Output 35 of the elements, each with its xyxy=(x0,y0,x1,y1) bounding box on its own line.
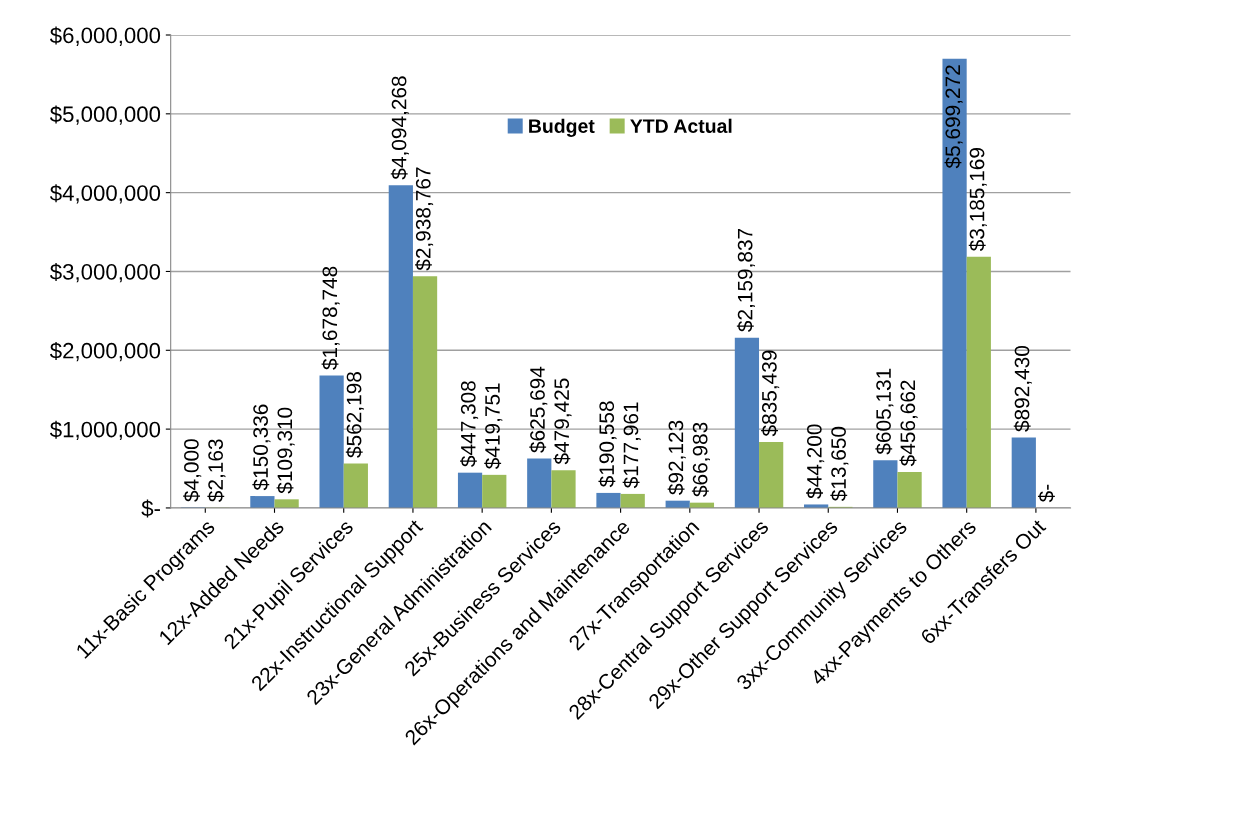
data-label: $13,650 xyxy=(830,426,849,502)
data-label: $625,694 xyxy=(529,366,548,453)
data-label: $3,185,169 xyxy=(968,148,987,252)
y-tick-label: $2,000,000 xyxy=(49,341,161,362)
data-label: $- xyxy=(1037,484,1055,503)
data-label: $2,159,837 xyxy=(736,228,755,332)
data-label: $150,336 xyxy=(252,404,271,491)
data-label: $190,558 xyxy=(598,401,617,488)
data-label: $2,938,767 xyxy=(415,167,434,271)
y-tick-label: $4,000,000 xyxy=(49,184,161,204)
data-label: $44,200 xyxy=(806,424,825,499)
y-tick-label: $3,000,000 xyxy=(49,263,161,283)
data-label: $4,000 xyxy=(183,439,202,502)
y-tick-label: $1,000,000 xyxy=(49,420,161,441)
data-label: $66,983 xyxy=(691,422,710,497)
data-label: $892,430 xyxy=(1013,345,1032,432)
data-label: $109,310 xyxy=(276,407,295,494)
data-label: $177,961 xyxy=(622,402,641,489)
data-label: $419,751 xyxy=(484,383,503,470)
data-label: $92,123 xyxy=(667,420,686,495)
y-tick-label: $6,000,000 xyxy=(49,26,161,46)
legend-label: Budget xyxy=(529,118,595,137)
y-tick-label: $- xyxy=(141,499,160,518)
data-label: $1,678,748 xyxy=(321,266,340,370)
data-label: $2,163 xyxy=(207,439,226,502)
data-label: $605,131 xyxy=(875,368,894,455)
data-label: $4,094,268 xyxy=(390,76,409,180)
y-tick-label: $5,000,000 xyxy=(49,105,161,125)
data-label: $447,308 xyxy=(460,381,479,467)
data-label: $835,439 xyxy=(761,350,780,437)
data-label: $562,198 xyxy=(345,372,364,458)
data-label: $479,425 xyxy=(553,378,572,465)
legend-label: YTD Actual xyxy=(630,118,732,133)
data-label: $5,699,272 xyxy=(944,65,963,169)
data-label: $456,662 xyxy=(899,380,918,467)
